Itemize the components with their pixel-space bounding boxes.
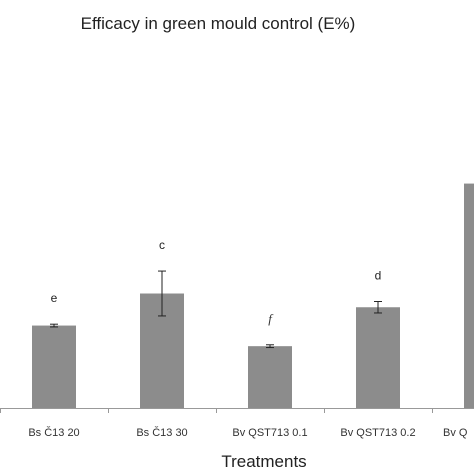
bars bbox=[32, 183, 474, 408]
bar-1 bbox=[32, 325, 76, 408]
significance-letter-1: e bbox=[51, 291, 58, 305]
significance-letters: e c f d bbox=[51, 238, 382, 326]
significance-letter-4: d bbox=[375, 269, 382, 283]
x-axis-title: Treatments bbox=[221, 452, 306, 471]
significance-letter-3: f bbox=[268, 311, 274, 326]
x-tick-label-5: Bv Q bbox=[443, 427, 468, 439]
chart-title: Efficacy in green mould control (E%) bbox=[81, 14, 356, 33]
x-axis-ticks bbox=[0, 408, 433, 413]
bar-4 bbox=[356, 307, 400, 408]
bar-5 bbox=[464, 183, 474, 408]
bar-3 bbox=[248, 346, 292, 408]
x-tick-labels: Bs Č13 20 Bs Č13 30 Bv QST713 0.1 Bv QST713… bbox=[28, 426, 468, 439]
x-tick-label-4: Bv QST713 0.2 bbox=[340, 427, 415, 439]
x-tick-label-1: Bs Č13 20 bbox=[28, 426, 79, 439]
significance-letter-2: c bbox=[159, 238, 165, 252]
error-bars bbox=[50, 270, 382, 349]
x-tick-label-2: Bs Č13 30 bbox=[136, 426, 187, 439]
x-tick-label-3: Bv QST713 0.1 bbox=[232, 427, 307, 439]
